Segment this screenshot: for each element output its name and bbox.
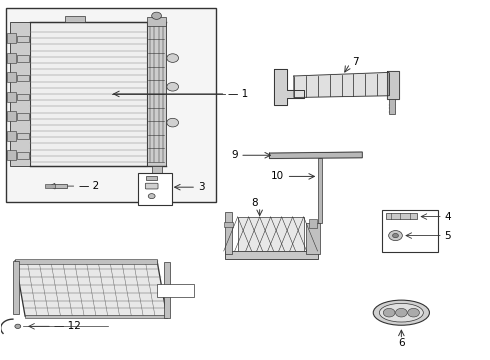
- Polygon shape: [15, 261, 167, 316]
- Circle shape: [392, 233, 398, 238]
- Bar: [5, 8, 216, 202]
- Bar: [13, 261, 19, 315]
- Bar: [147, 176, 157, 180]
- Bar: [15, 259, 157, 264]
- Ellipse shape: [373, 300, 429, 325]
- Bar: [318, 158, 322, 223]
- Bar: [309, 220, 318, 228]
- Bar: [54, 184, 67, 188]
- Circle shape: [15, 324, 21, 328]
- Bar: [225, 212, 232, 253]
- Bar: [7, 33, 16, 44]
- Text: — 1: — 1: [228, 89, 248, 99]
- Circle shape: [395, 309, 407, 317]
- Bar: [17, 55, 29, 62]
- Bar: [17, 75, 29, 81]
- Text: — 12: — 12: [54, 321, 81, 331]
- Bar: [7, 111, 16, 121]
- Circle shape: [167, 54, 178, 62]
- Bar: [306, 223, 320, 253]
- Text: 11: 11: [169, 285, 182, 295]
- Bar: [138, 173, 172, 205]
- Text: 3: 3: [198, 182, 205, 192]
- Bar: [238, 217, 304, 251]
- Circle shape: [383, 309, 395, 317]
- Text: 4: 4: [444, 212, 451, 221]
- Circle shape: [167, 118, 178, 127]
- Bar: [7, 72, 16, 82]
- Circle shape: [152, 12, 161, 19]
- Bar: [7, 150, 16, 160]
- Bar: [7, 53, 16, 63]
- Bar: [157, 284, 194, 297]
- Bar: [147, 17, 166, 26]
- Bar: [147, 22, 166, 166]
- Bar: [45, 184, 55, 188]
- Bar: [382, 211, 438, 252]
- Bar: [7, 131, 16, 141]
- Bar: [17, 94, 29, 100]
- Bar: [386, 213, 417, 220]
- Text: 7: 7: [352, 57, 359, 67]
- Circle shape: [148, 194, 155, 199]
- Bar: [164, 262, 170, 318]
- Circle shape: [167, 82, 178, 91]
- Text: 8: 8: [251, 198, 258, 208]
- Ellipse shape: [379, 303, 423, 322]
- Bar: [17, 133, 29, 139]
- Bar: [7, 92, 16, 102]
- Bar: [152, 166, 162, 173]
- Bar: [10, 22, 30, 166]
- FancyBboxPatch shape: [146, 183, 158, 189]
- Polygon shape: [270, 152, 362, 158]
- Bar: [17, 113, 29, 120]
- Bar: [25, 315, 167, 319]
- Polygon shape: [294, 72, 389, 98]
- Bar: [17, 36, 29, 42]
- Bar: [225, 251, 318, 259]
- Bar: [389, 99, 395, 114]
- Polygon shape: [274, 69, 304, 105]
- Circle shape: [408, 309, 419, 317]
- Text: 6: 6: [398, 338, 405, 348]
- Bar: [65, 16, 85, 22]
- Bar: [224, 222, 233, 226]
- Text: 5: 5: [444, 231, 451, 240]
- Polygon shape: [387, 71, 399, 99]
- Text: 10: 10: [271, 171, 284, 181]
- Bar: [17, 152, 29, 159]
- Circle shape: [389, 230, 402, 240]
- Bar: [30, 22, 147, 166]
- Text: — 2: — 2: [79, 181, 99, 191]
- Text: 9: 9: [231, 150, 238, 160]
